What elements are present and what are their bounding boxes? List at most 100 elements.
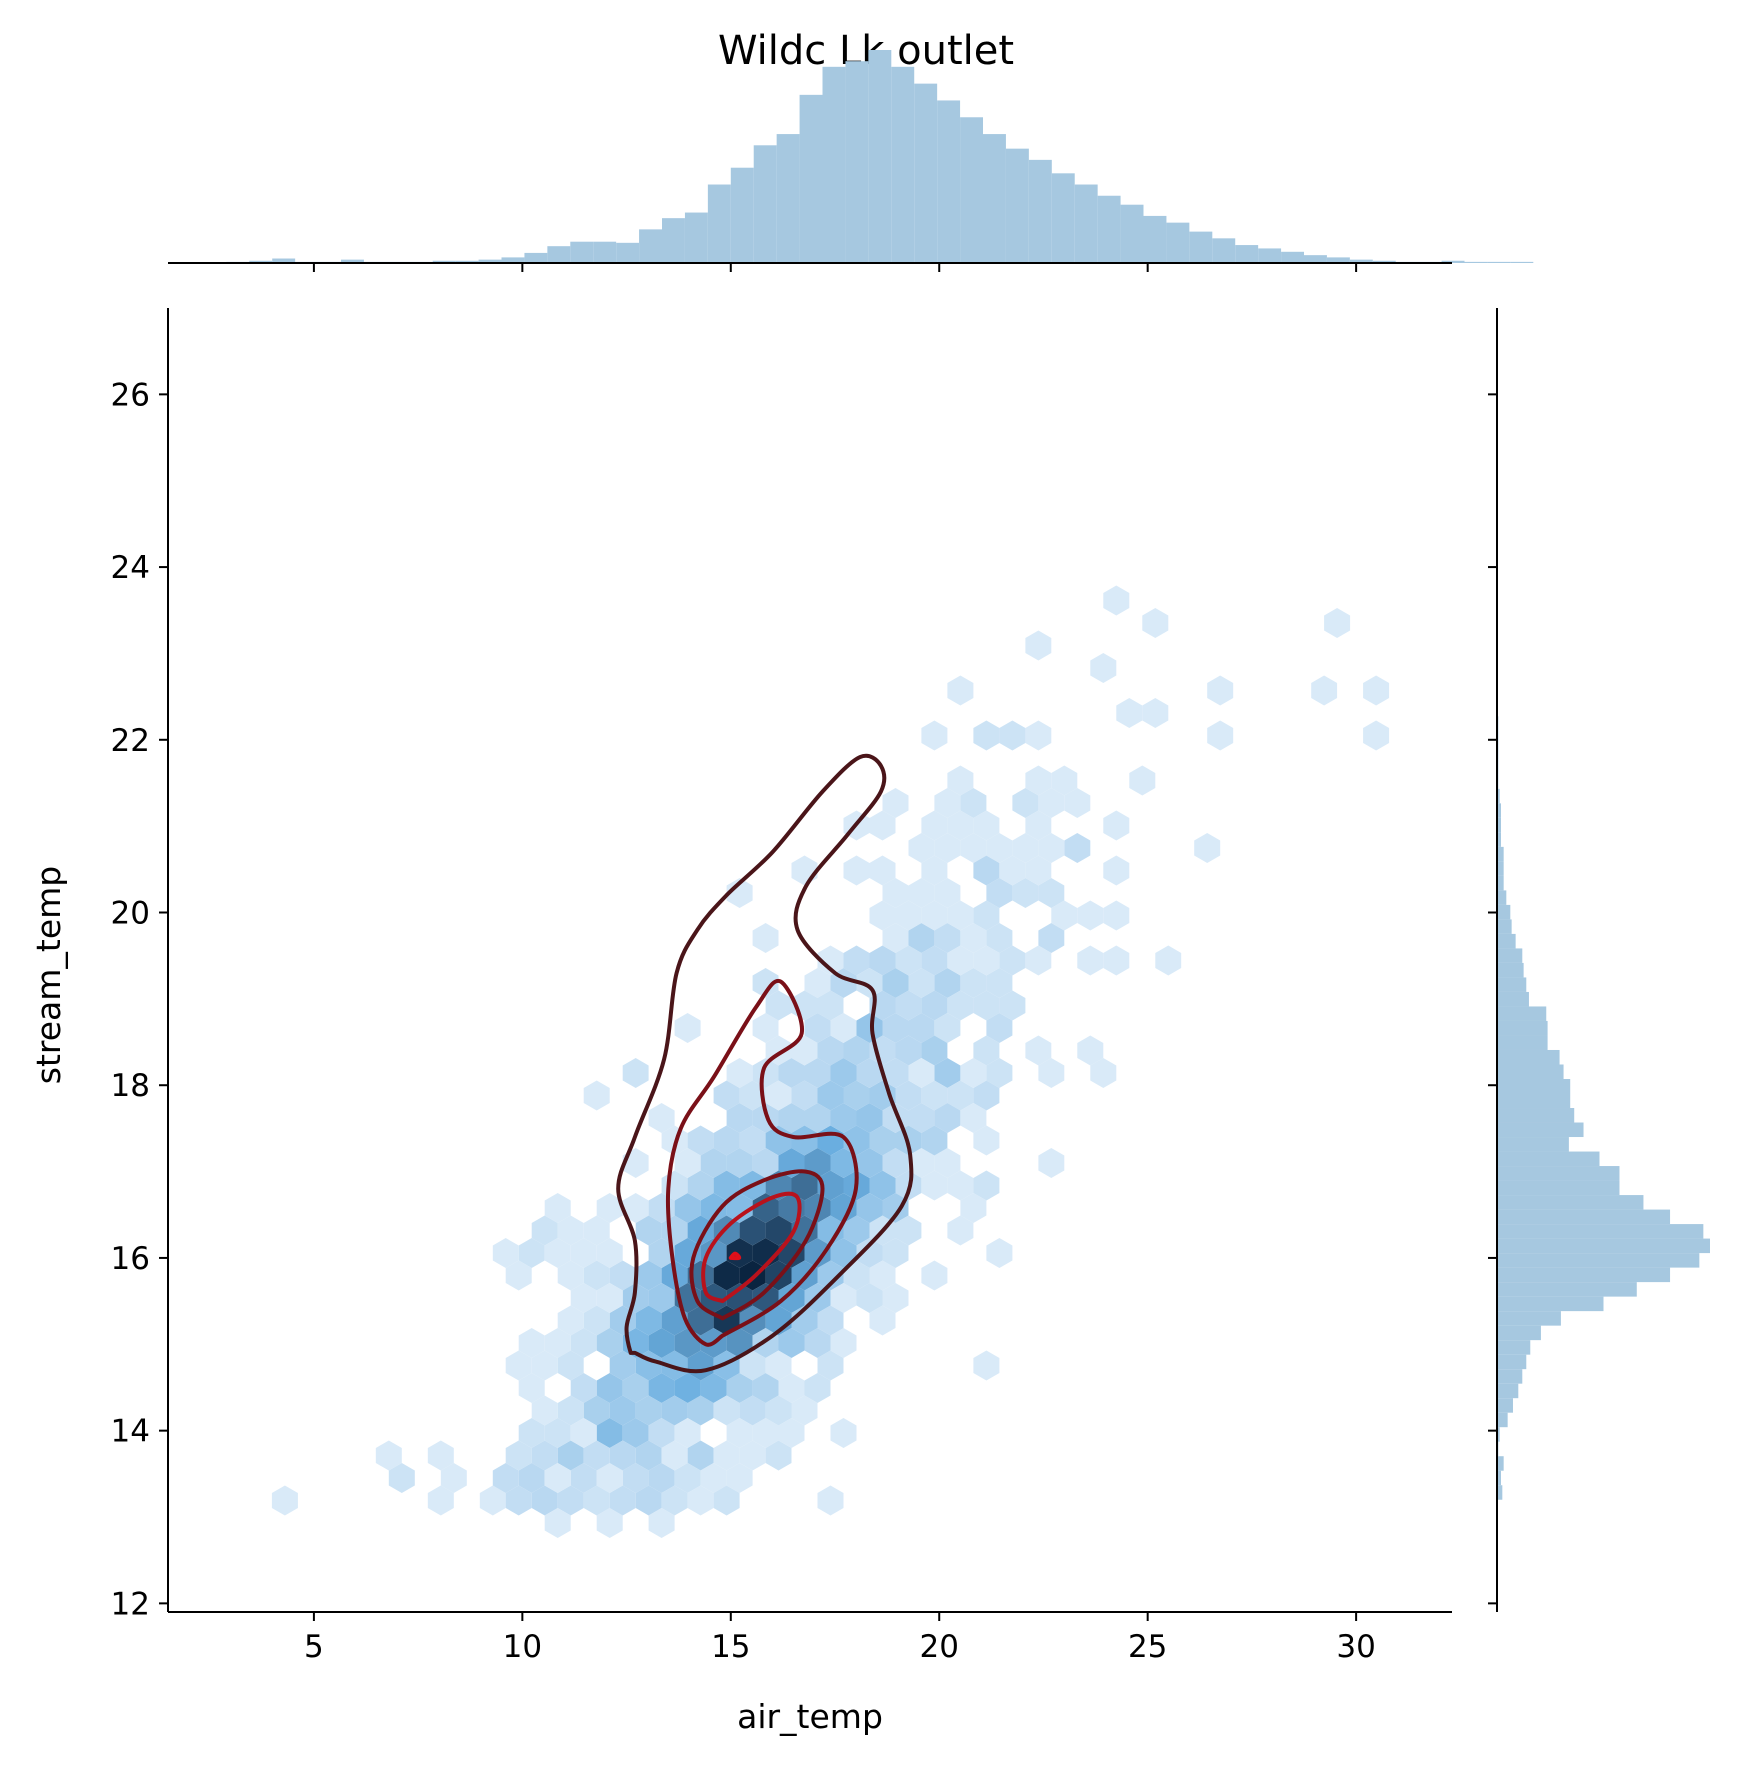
hexbin-cell: [1103, 585, 1130, 616]
hexbin-cell: [726, 1193, 753, 1223]
hexbin-cell: [921, 1260, 948, 1291]
top-hist-bar: [776, 134, 800, 263]
hexbin-cell: [765, 1215, 792, 1246]
top-hist-bar: [341, 259, 364, 263]
hexbin-cell: [674, 1373, 701, 1403]
hexbin-cell: [817, 990, 844, 1021]
right-hist-bar: [1497, 1064, 1564, 1080]
hexbin-cell: [869, 900, 896, 931]
hexbin-cell: [869, 945, 896, 976]
hexbin-cell: [791, 1170, 818, 1201]
hexbin-cell: [544, 1508, 571, 1538]
right-hist-bar: [1497, 817, 1501, 833]
hexbin-cell: [1142, 698, 1169, 728]
hexbin-cell: [973, 945, 1000, 976]
hexbin-cell: [1363, 720, 1390, 751]
x-tick-label: 25: [1128, 1629, 1167, 1665]
hexbin-cell: [544, 1418, 571, 1448]
hexbin-cell: [687, 1125, 714, 1156]
right-hist-bar: [1497, 933, 1516, 949]
hexbin-cell: [648, 1238, 675, 1268]
hexbin-cell: [726, 878, 753, 908]
hexbin-cell: [921, 720, 948, 751]
hexbin-cell: [648, 1463, 675, 1493]
hexbin-cell: [778, 1058, 805, 1088]
hexbin-cell: [674, 1418, 701, 1448]
hexbin-cell: [856, 1103, 883, 1133]
right-hist-bar: [1497, 1470, 1501, 1486]
hexbin-cell: [1103, 855, 1130, 886]
hexbin-cell: [661, 1395, 688, 1426]
hexbin-cell: [440, 1463, 467, 1493]
right-hist-bar: [1497, 890, 1507, 905]
hexbin-cell: [583, 1395, 610, 1426]
hexbin-cell: [934, 1148, 961, 1178]
hexbin-cell: [804, 1148, 831, 1178]
top-hist-bar: [1258, 248, 1282, 263]
top-hist-bar: [1097, 195, 1121, 263]
right-hist-bar: [1497, 846, 1504, 862]
hexbin-cell: [869, 810, 896, 841]
hexbin-cell: [908, 923, 935, 953]
hexbin-cell: [596, 1328, 623, 1358]
hexbin-cell: [1363, 675, 1390, 706]
hexbin-cell: [635, 1485, 662, 1516]
top-hist-bar: [822, 66, 846, 263]
hexbin-cell: [596, 1463, 623, 1493]
hexbin-cell: [648, 1283, 675, 1313]
hexbin-cell: [843, 1035, 870, 1066]
hexbin-cell: [856, 968, 883, 998]
hexbin-cell: [882, 1058, 909, 1088]
hexbin-cell: [882, 1013, 909, 1043]
hexbin-cell: [609, 1395, 636, 1426]
hexbin-cell: [830, 1013, 857, 1043]
hexbin-cell: [1038, 1148, 1065, 1178]
hexbin-cell: [1012, 833, 1039, 863]
top-hist-bar: [616, 242, 640, 263]
top-hist-bar: [799, 94, 823, 263]
main-axes: 5 10 15 20 25 30 12 14 16 18 20 22 24 26: [111, 308, 1452, 1665]
kde-contour-peak: [728, 1251, 742, 1261]
hexbin-cell: [973, 1125, 1000, 1156]
hexbin-cell: [869, 1305, 896, 1336]
hexbin-cell: [1311, 675, 1338, 706]
top-hist-bar: [1166, 222, 1190, 263]
hexbin-cell: [934, 1103, 961, 1133]
top-hist-bar: [1510, 261, 1534, 263]
hexbin-cell: [739, 1395, 766, 1426]
hexbin-cell: [856, 1193, 883, 1223]
top-hist-bar: [249, 260, 273, 263]
top-hist-bar: [501, 257, 525, 263]
hexbin-cell: [1077, 1035, 1104, 1066]
right-hist-bar: [1497, 803, 1501, 818]
right-hist-bar: [1497, 1049, 1560, 1065]
right-hist-bar: [1497, 991, 1529, 1007]
hexbin-cell: [1025, 765, 1052, 796]
hexbin-cell: [609, 1260, 636, 1291]
hexbin-cell: [531, 1485, 558, 1516]
hexbin-cell: [921, 900, 948, 931]
hexbin-cell: [661, 1485, 688, 1516]
hexbin-cell: [752, 968, 779, 998]
hexbin-cell: [557, 1440, 584, 1471]
hexbin-cell: [271, 1485, 298, 1516]
hexbin-cell: [375, 1440, 402, 1471]
hexbin-cell: [1038, 788, 1065, 818]
hexbin-cell: [583, 1305, 610, 1336]
right-hist-bar: [1497, 1224, 1704, 1239]
hexbin-cell: [661, 1440, 688, 1471]
top-hist-bar: [868, 50, 892, 263]
right-hist-bar: [1497, 1108, 1575, 1123]
hexbin-cell: [817, 1080, 844, 1111]
hexbin-cell: [830, 1328, 857, 1358]
top-hist-bar: [1143, 215, 1167, 263]
right-hist-bar: [1497, 1035, 1548, 1050]
right-hist-bar: [1497, 1195, 1644, 1210]
x-tick-label: 10: [503, 1629, 542, 1665]
hexbin-cell: [765, 990, 792, 1021]
hexbin-cell: [973, 990, 1000, 1021]
hexbin-cell: [1038, 1058, 1065, 1088]
y-tick-label: 26: [111, 377, 150, 413]
hexbin-cell: [908, 968, 935, 998]
hexbin-cell: [1012, 878, 1039, 908]
